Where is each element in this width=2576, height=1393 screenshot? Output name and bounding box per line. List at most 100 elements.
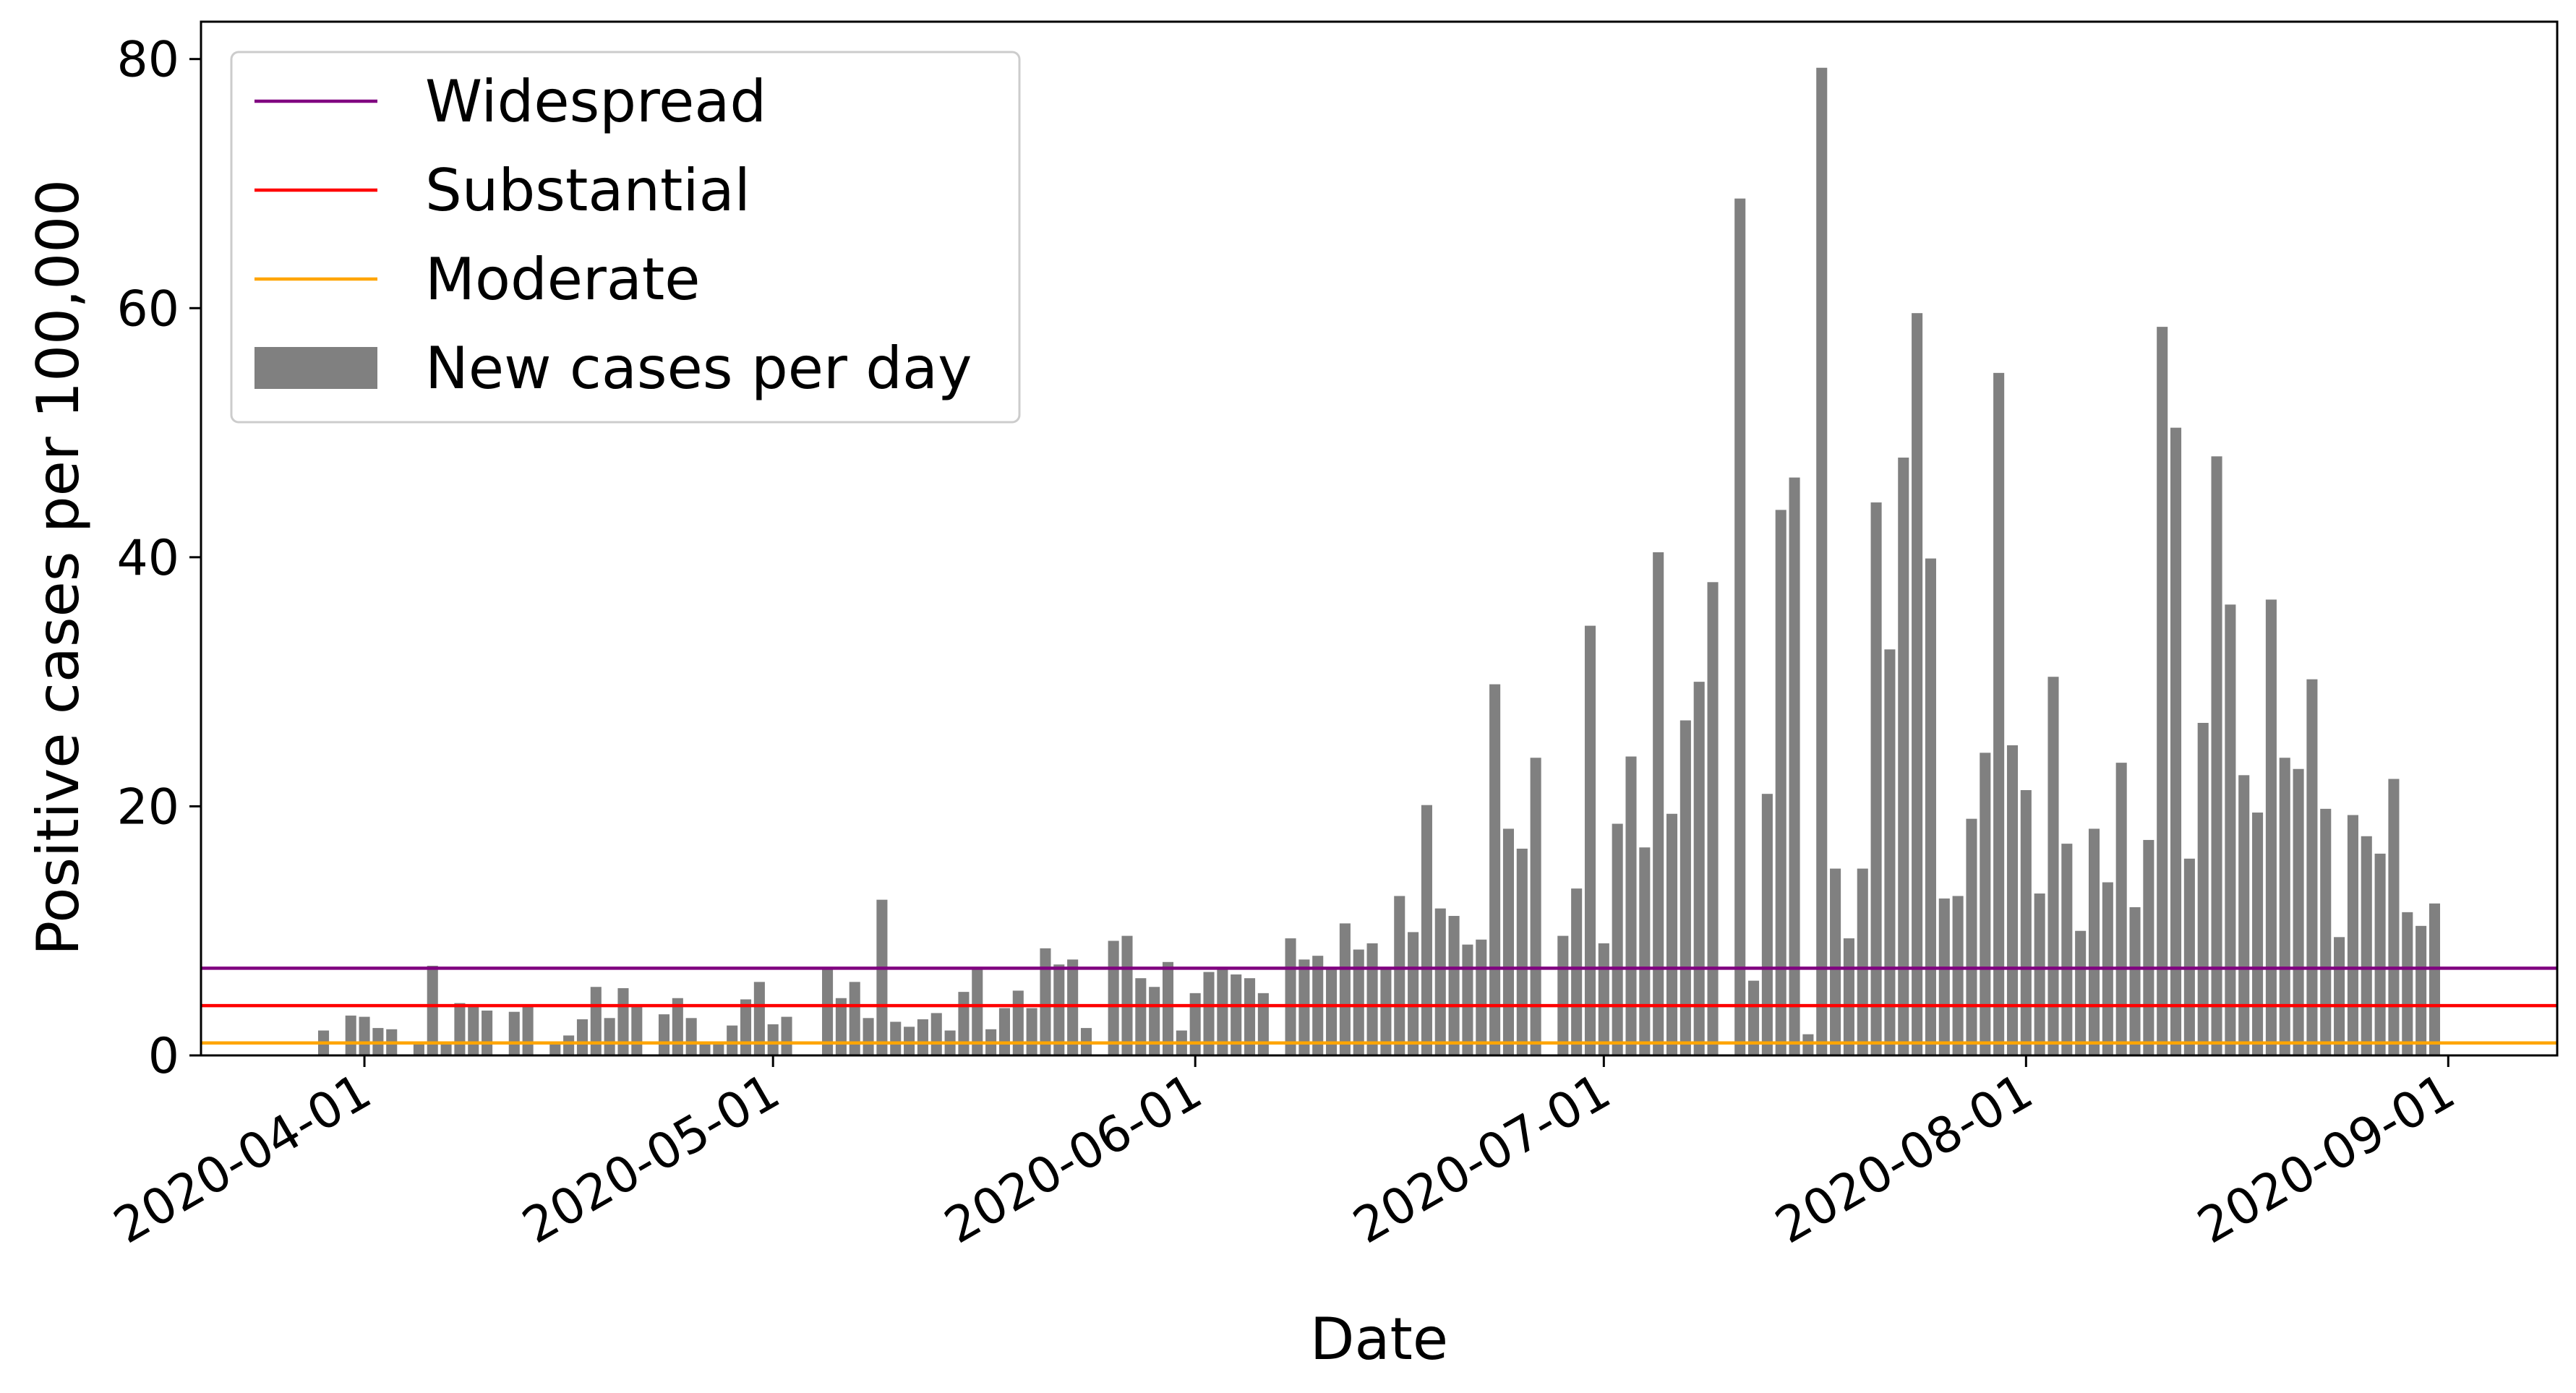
bar <box>1693 682 1705 1055</box>
bar <box>440 1042 452 1055</box>
x-tick-label: 2020-08-01 <box>1766 1063 2042 1255</box>
bar <box>1653 552 1664 1055</box>
bar <box>617 987 629 1055</box>
bar <box>563 1035 575 1055</box>
bar <box>1993 372 2005 1055</box>
bar <box>2020 790 2032 1055</box>
bar <box>1040 948 1051 1055</box>
bar <box>917 1019 928 1055</box>
bar <box>522 1006 534 1055</box>
bar <box>2197 722 2209 1055</box>
bar <box>508 1011 520 1055</box>
bar <box>1067 959 1079 1055</box>
bar <box>1339 923 1351 1055</box>
bar <box>1203 972 1215 1055</box>
bar <box>549 1044 561 1055</box>
bar <box>781 1016 792 1055</box>
bar <box>1162 961 1174 1055</box>
bar <box>2415 925 2427 1055</box>
bar <box>2361 836 2372 1055</box>
bar <box>2088 828 2100 1055</box>
bar <box>1625 756 1637 1055</box>
bar <box>1394 896 1405 1055</box>
bar <box>1462 944 1473 1055</box>
bar <box>2347 815 2358 1055</box>
bar <box>1108 940 1119 1055</box>
bar <box>359 1016 370 1055</box>
bar <box>835 998 847 1055</box>
bar <box>1434 908 1446 1055</box>
bar <box>1053 964 1065 1055</box>
x-tick-label: 2020-04-01 <box>105 1063 381 1255</box>
y-axis: 0 20 40 60 80 <box>116 32 201 1085</box>
bar <box>1502 828 1514 1055</box>
bar <box>604 1018 615 1055</box>
bar <box>2306 679 2318 1055</box>
bar <box>1816 67 1828 1056</box>
bar <box>2252 813 2264 1055</box>
bar <box>1217 969 1228 1055</box>
legend-label: Substantial <box>425 157 750 224</box>
bar <box>1734 198 1746 1055</box>
bar <box>1802 1034 1814 1055</box>
bar <box>2265 599 2277 1055</box>
bar <box>1121 935 1133 1055</box>
bar <box>1584 625 1596 1055</box>
y-axis-label: Positive cases per 100,000 <box>25 179 92 956</box>
bar <box>1748 980 1760 1055</box>
bar <box>1639 847 1651 1055</box>
bar <box>2320 808 2332 1055</box>
bar <box>2374 853 2386 1055</box>
bar <box>2211 456 2222 1055</box>
bar <box>1870 502 1882 1055</box>
y-tick-label: 40 <box>116 530 179 587</box>
bar <box>822 969 834 1055</box>
bar <box>685 1018 697 1055</box>
bar <box>1421 805 1432 1055</box>
bar <box>713 1042 724 1055</box>
bar <box>1189 993 1201 1055</box>
bar <box>1884 649 1896 1055</box>
bar <box>1912 313 1923 1055</box>
bar <box>1257 993 1269 1055</box>
bar <box>2129 906 2141 1055</box>
bar <box>1666 813 1678 1055</box>
legend-swatch <box>254 347 377 389</box>
bar <box>1530 758 1541 1055</box>
bar <box>1775 510 1786 1055</box>
bar <box>2293 768 2304 1055</box>
bar <box>590 987 602 1055</box>
bar <box>1244 978 1256 1055</box>
y-tick-label: 20 <box>116 779 179 836</box>
bar <box>2143 839 2154 1055</box>
bar <box>767 1024 779 1055</box>
x-tick-label: 2020-05-01 <box>513 1063 790 1255</box>
legend: Widespread Substantial Moderate New cases p… <box>230 51 1021 424</box>
bar <box>958 992 970 1055</box>
bar <box>2238 775 2250 1055</box>
bar <box>699 1042 711 1055</box>
bar <box>1898 458 1909 1055</box>
bar <box>849 982 860 1055</box>
bar <box>2034 893 2045 1055</box>
bar <box>1448 916 1460 1055</box>
bar <box>2115 763 2127 1055</box>
bar <box>1012 990 1024 1055</box>
bar <box>2075 930 2087 1055</box>
y-tick-label: 80 <box>116 32 179 89</box>
bar <box>672 998 683 1055</box>
x-axis-label: Date <box>1310 1306 1448 1373</box>
bar <box>1952 896 1964 1055</box>
bar <box>482 1010 493 1055</box>
bar <box>576 1019 589 1055</box>
bar <box>1366 943 1378 1055</box>
bar <box>1380 968 1392 1055</box>
bar <box>1938 898 1950 1055</box>
bar <box>1598 943 1609 1055</box>
bar <box>904 1026 915 1055</box>
bar <box>1679 720 1691 1055</box>
bar <box>740 999 752 1055</box>
bar <box>2061 844 2073 1055</box>
bar <box>2334 937 2345 1055</box>
